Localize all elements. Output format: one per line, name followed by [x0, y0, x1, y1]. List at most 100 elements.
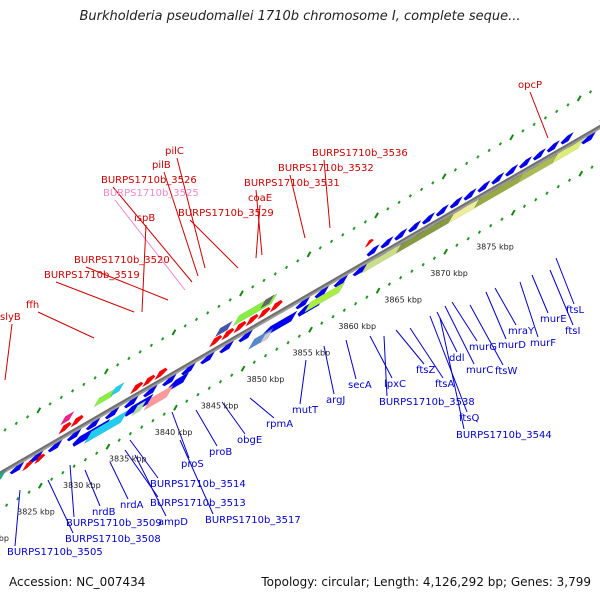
label-leader — [85, 266, 169, 301]
kbp-tick-label: 3865 kbp — [384, 296, 422, 305]
scale-tick — [296, 259, 300, 263]
scale-tick — [588, 90, 593, 94]
gene-glyph — [180, 362, 197, 376]
gene-label-murG: murG — [469, 342, 497, 353]
gene-label-BURPS1710b_3509: BURPS1710b_3509 — [66, 518, 162, 529]
gene-label-opcP: opcP — [518, 80, 542, 91]
kbp-tick-label: 3845 kbp — [201, 402, 239, 411]
scale-tick — [532, 122, 536, 127]
chromosome-backbone — [0, 124, 600, 476]
scale-tick — [185, 399, 189, 403]
kbp-tick-label: 3860 kbp — [338, 322, 376, 331]
gene-glyph — [141, 374, 156, 388]
scale-tick — [387, 282, 391, 286]
scale-tick — [105, 443, 111, 450]
gene-label-BURPS1710b_3513: BURPS1710b_3513 — [150, 498, 246, 509]
scale-tick — [263, 353, 268, 358]
gene-glyph — [244, 313, 259, 327]
gene-glyph — [360, 243, 403, 275]
label-leader — [189, 219, 239, 269]
kbp-tick-label: 3820 kbp — [0, 534, 9, 543]
label-leader — [519, 281, 539, 338]
gene-label-obgE: obgE — [237, 435, 262, 446]
kbp-tick-label: 3870 kbp — [430, 269, 468, 278]
gene-glyph — [208, 334, 223, 348]
gene-label-BURPS1710b_3519: BURPS1710b_3519 — [44, 270, 140, 281]
gene-glyph — [532, 147, 547, 161]
gene-label-proS: proS — [181, 459, 204, 470]
scale-tick — [207, 386, 211, 390]
gene-glyph — [333, 274, 349, 288]
gene-glyph — [130, 399, 147, 417]
scale-tick — [161, 337, 165, 341]
scale-tick — [138, 350, 142, 354]
gene-glyph — [580, 131, 597, 145]
scale-tick — [375, 287, 381, 294]
kbp-tick-label: 3875 kbp — [476, 243, 514, 252]
label-leader — [444, 305, 475, 365]
label-leader — [195, 409, 218, 447]
gene-glyph — [477, 179, 492, 193]
gene-label-ffh: ffh — [26, 300, 39, 311]
gene-glyph — [269, 299, 284, 313]
scale-tick — [273, 272, 277, 276]
label-leader — [409, 327, 444, 379]
scale-tick — [240, 365, 246, 372]
gene-glyph — [214, 320, 234, 338]
scale-tick — [566, 103, 570, 107]
scale-tick — [374, 212, 379, 219]
gene-glyph — [109, 381, 125, 397]
label-leader — [129, 439, 159, 479]
gene-label-nrdB: nrdB — [92, 507, 116, 518]
scale-tick — [352, 226, 356, 231]
gene-label-ftsQ: ftsQ — [459, 413, 479, 424]
scale-tick — [128, 431, 133, 436]
label-leader-layer — [4, 91, 575, 547]
gene-glyph — [143, 384, 175, 411]
scale-tick — [489, 223, 493, 228]
scale-tick — [116, 363, 120, 367]
label-leader — [429, 315, 468, 413]
scale-tick — [498, 142, 503, 146]
gene-glyph — [9, 461, 25, 475]
gene-label-ftsI: ftsI — [565, 326, 580, 337]
scale-tick — [318, 246, 322, 250]
scale-tick — [275, 347, 279, 351]
scale-tick — [27, 490, 31, 494]
scale-tick — [286, 340, 290, 345]
kbp-tick-label: 3830 kbp — [63, 481, 101, 490]
scale-tick — [590, 165, 594, 169]
scale-tick — [510, 209, 516, 216]
label-leader — [249, 397, 275, 419]
gene-glyph — [129, 381, 144, 395]
scale-tick — [419, 187, 424, 192]
gene-glyph — [518, 155, 533, 169]
gene-glyph — [490, 171, 505, 185]
label-leader — [395, 329, 425, 365]
kbp-tick-label: 3840 kbp — [155, 428, 193, 437]
gene-glyph — [551, 138, 585, 165]
gene-glyph — [303, 281, 346, 314]
scale-tick — [408, 194, 412, 198]
scale-tick — [465, 161, 469, 166]
scale-tick — [397, 200, 401, 205]
label-leader — [163, 171, 199, 277]
gene-label-ispB: ispB — [134, 213, 155, 224]
label-leader — [37, 311, 95, 339]
label-leader — [134, 454, 167, 517]
gene-label-argJ: argJ — [326, 395, 345, 406]
gene-glyph — [85, 417, 101, 431]
scale-tick — [545, 191, 549, 195]
scale-tick — [4, 503, 9, 507]
label-leader — [112, 186, 193, 283]
scale-tick — [306, 251, 312, 258]
scale-tick — [38, 482, 43, 489]
scale-tick — [183, 324, 187, 328]
gene-label-ddl: ddl — [449, 353, 464, 364]
gene-glyph — [218, 340, 235, 354]
gene-label-BURPS1710b_3517: BURPS1710b_3517 — [205, 515, 301, 526]
gene-glyph — [407, 219, 422, 233]
scale-tick — [576, 95, 582, 102]
scale-tick — [308, 326, 313, 333]
